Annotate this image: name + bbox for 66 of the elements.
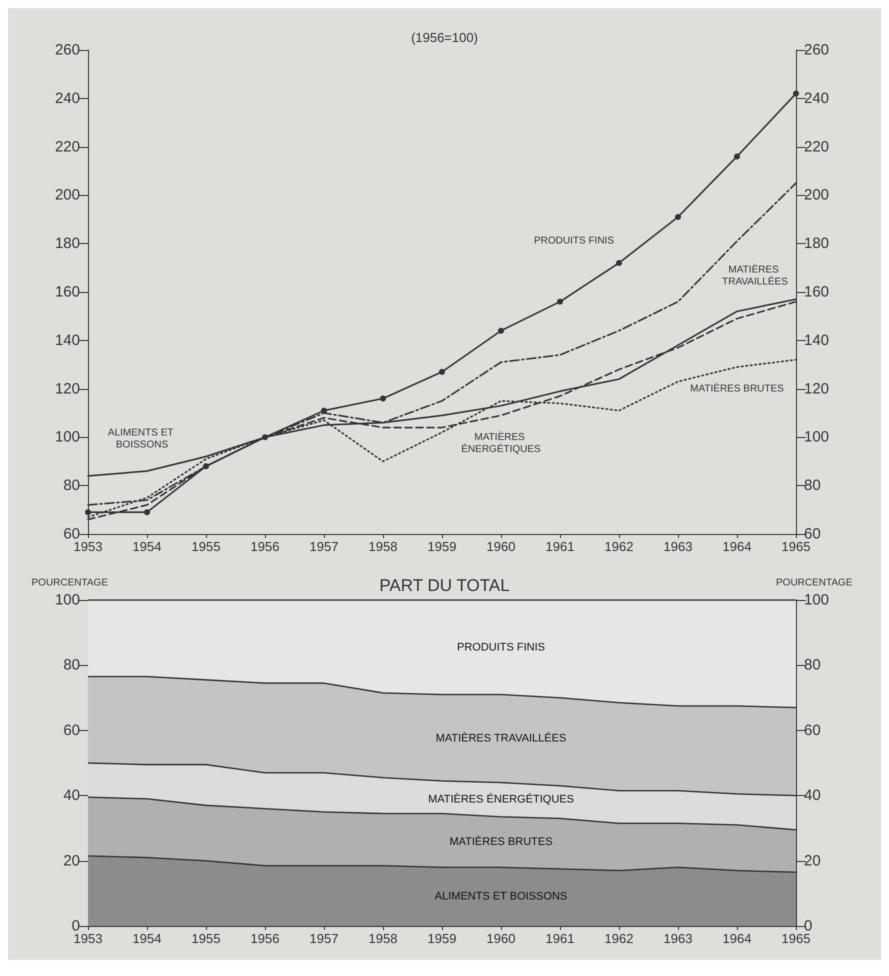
y-axis-title: POURCENTAGE [32, 578, 108, 588]
x-tick-label: 1959 [428, 931, 456, 946]
y2-tick-label: 120 [804, 380, 830, 398]
y-tick-label: 40 [63, 787, 80, 804]
series-label: MATIÈRES ÉNERGÉTIQUES [461, 430, 542, 455]
series-label: ALIMENTS ET BOISSONS [108, 428, 176, 451]
series-label: PRODUITS FINIS [456, 641, 546, 654]
y2-tick-label: 200 [804, 186, 830, 204]
x-tick-label: 1960 [486, 539, 516, 554]
y2-tick-label: 260 [804, 42, 830, 58]
y-tick-label: 80 [63, 656, 80, 674]
y2-tick-label: 240 [804, 90, 830, 107]
x-tick-label: 1956 [250, 931, 280, 946]
y-tick-label: 240 [54, 90, 80, 107]
y2-tick-label: 80 [804, 656, 821, 674]
y2-tick-label: 60 [804, 722, 821, 739]
chart-subtitle: (1956=100) [411, 30, 478, 45]
y-tick-label: 100 [54, 428, 80, 446]
x-tick-label: 1964 [722, 931, 752, 946]
x-tick-label: 1964 [722, 539, 752, 554]
y-tick-label: 80 [63, 477, 80, 494]
series-label: MATIÈRES BRUTES [449, 835, 553, 848]
y2-axis-title: POURCENTAGE [776, 578, 853, 588]
y-tick-label: 120 [54, 380, 80, 398]
series-label: MATIÈRES TRAVAILLÉES [436, 732, 566, 745]
y-tick-label: 220 [54, 138, 80, 156]
x-tick-label: 1956 [250, 539, 280, 554]
x-tick-label: 1961 [546, 931, 574, 946]
y2-tick-label: 100 [804, 428, 830, 446]
y2-tick-label: 40 [804, 787, 821, 804]
x-tick-label: 1955 [192, 931, 220, 946]
y-tick-label: 200 [54, 186, 80, 204]
x-tick-label: 1963 [664, 539, 692, 554]
x-tick-label: 1954 [132, 539, 162, 554]
y-tick-label: 60 [63, 722, 80, 739]
y2-tick-label: 100 [804, 592, 830, 608]
y2-tick-label: 80 [804, 477, 821, 494]
x-tick-label: 1957 [310, 539, 338, 554]
series-label: MATIÈRES ÉNERGÉTIQUES [428, 792, 574, 806]
y2-tick-label: 140 [804, 332, 830, 349]
x-tick-label: 1962 [604, 539, 634, 554]
series-label: PRODUITS FINIS [534, 235, 614, 246]
y-tick-label: 140 [54, 332, 80, 349]
y-tick-label: 180 [54, 235, 80, 252]
y-tick-label: 160 [54, 284, 80, 300]
y2-tick-label: 20 [804, 852, 821, 870]
x-tick-label: 1959 [428, 539, 456, 554]
x-tick-label: 1960 [486, 931, 516, 946]
chart-title: PART DU TOTAL [379, 576, 510, 595]
x-tick-label: 1957 [310, 931, 338, 946]
series-label: MATIÈRES BRUTES [690, 382, 784, 395]
x-tick-label: 1962 [604, 931, 634, 946]
x-tick-label: 1963 [664, 931, 692, 946]
y2-tick-label: 220 [804, 138, 830, 156]
y2-tick-label: 180 [804, 235, 830, 252]
y-tick-label: 20 [63, 852, 80, 870]
x-tick-label: 1965 [782, 931, 810, 946]
series-label: MATIÈRES TRAVAILLÉES [722, 264, 788, 288]
y2-tick-label: 160 [804, 284, 830, 300]
x-tick-label: 1958 [368, 931, 398, 946]
y-tick-label: 100 [54, 592, 80, 608]
x-tick-label: 1954 [132, 931, 162, 946]
x-tick-label: 1961 [546, 539, 574, 554]
x-tick-label: 1958 [368, 539, 398, 554]
y-tick-label: 260 [54, 42, 80, 58]
x-tick-label: 1955 [192, 539, 220, 554]
